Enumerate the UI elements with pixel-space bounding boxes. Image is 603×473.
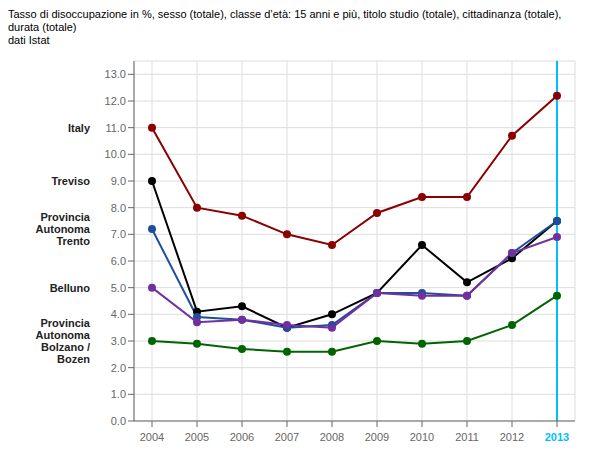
svg-text:13.0: 13.0 <box>105 68 126 80</box>
svg-text:2007: 2007 <box>275 431 299 443</box>
svg-text:6.0: 6.0 <box>111 255 126 267</box>
svg-text:9.0: 9.0 <box>111 175 126 187</box>
svg-text:10.0: 10.0 <box>105 148 126 160</box>
svg-text:2008: 2008 <box>320 431 344 443</box>
svg-text:2010: 2010 <box>410 431 434 443</box>
svg-text:12.0: 12.0 <box>105 95 126 107</box>
html-text:dati Istat: dati Istat <box>8 34 50 46</box>
html-text:Tasso di disoccupazione in %,: Tasso di disoccupazione in %, sesso (tot… <box>8 8 562 33</box>
svg-text:4.0: 4.0 <box>111 308 126 320</box>
svg-text:5.0: 5.0 <box>111 282 126 294</box>
svg-text:2011: 2011 <box>455 431 479 443</box>
svg-text:11.0: 11.0 <box>105 122 126 134</box>
svg-text:0.0: 0.0 <box>111 415 126 427</box>
svg-text:Italy: Italy <box>68 122 91 134</box>
svg-text:2006: 2006 <box>230 431 254 443</box>
svg-text:2005: 2005 <box>185 431 209 443</box>
svg-text:7.0: 7.0 <box>111 228 126 240</box>
svg-text:2012: 2012 <box>500 431 524 443</box>
svg-text:ProvinciaAutonomaBolzano /Boze: ProvinciaAutonomaBolzano /Bozen <box>36 317 91 365</box>
svg-text:2009: 2009 <box>365 431 389 443</box>
svg-text:1.0: 1.0 <box>111 388 126 400</box>
svg-text:Belluno: Belluno <box>50 282 91 294</box>
svg-text:8.0: 8.0 <box>111 202 126 214</box>
svg-text:Treviso: Treviso <box>51 175 90 187</box>
svg-text:2.0: 2.0 <box>111 362 126 374</box>
svg-text:3.0: 3.0 <box>111 335 126 347</box>
svg-text:2004: 2004 <box>140 431 164 443</box>
svg-text:2013: 2013 <box>545 431 569 443</box>
svg-text:ProvinciaAutonomaTrento: ProvinciaAutonomaTrento <box>36 211 91 247</box>
